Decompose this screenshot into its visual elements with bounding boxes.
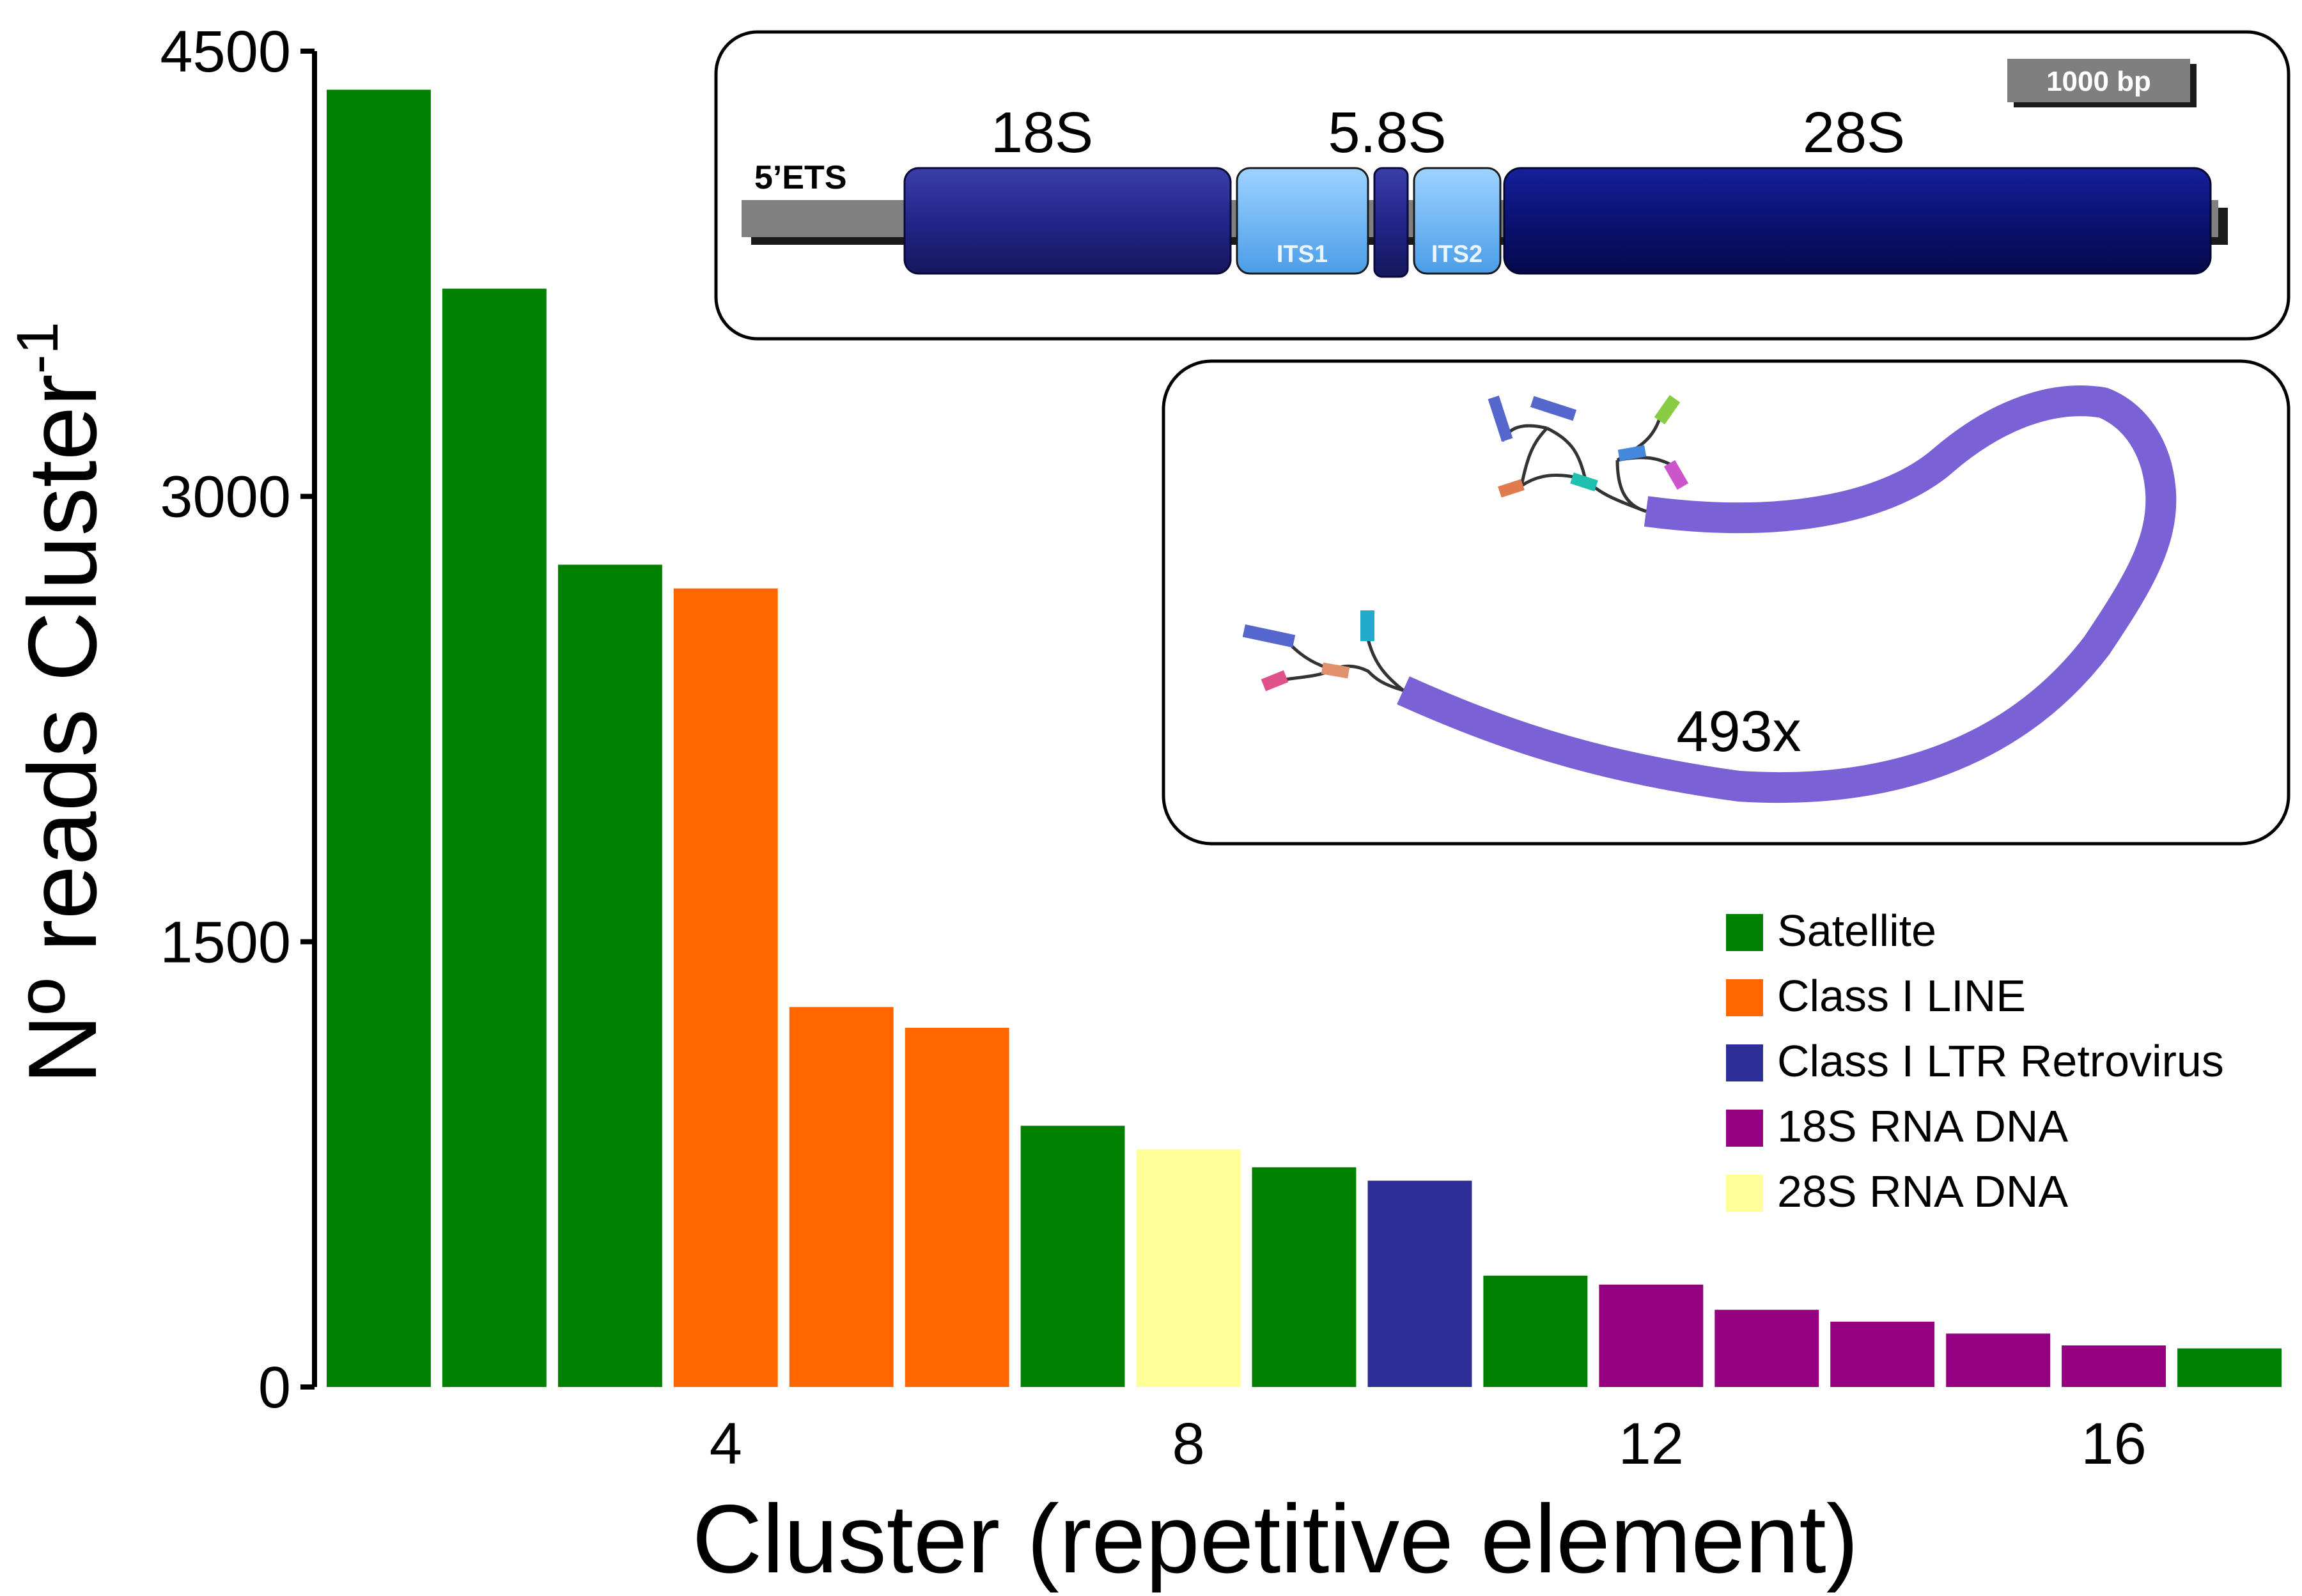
coverage-label: 493x: [1676, 700, 1801, 764]
rdna-18s-block: [903, 167, 1232, 275]
legend-label: Class I LTR Retrovirus: [1777, 1036, 2224, 1086]
x-tick-label: 4: [710, 1411, 742, 1476]
its1-label: ITS1: [1277, 241, 1328, 268]
bar-cluster-7: [1020, 1126, 1125, 1387]
node-upper-6: [1654, 395, 1681, 424]
node-lower-2: [1360, 610, 1374, 641]
x-tick-label: 12: [1619, 1411, 1684, 1476]
legend-swatch: [1726, 1175, 1763, 1212]
legend-label: 28S RNA DNA: [1777, 1166, 2068, 1216]
node-upper-3: [1498, 479, 1525, 498]
node-lower-1: [1242, 624, 1296, 648]
node-upper-2: [1530, 396, 1577, 421]
bar-cluster-5: [789, 1007, 894, 1387]
y-tick-label: 4500: [160, 19, 291, 84]
legend: Satellite Class I LINE Class I LTR Retrovi…: [1726, 906, 2224, 1216]
bar-cluster-14: [1830, 1321, 1935, 1387]
graph-branch-upper: [1500, 408, 1676, 513]
x-tick-label: 16: [2081, 1411, 2146, 1476]
y-tick-label: 1500: [160, 910, 291, 975]
bar-cluster-2: [442, 288, 547, 1388]
bar-cluster-10: [1367, 1181, 1472, 1387]
x-ticks-group: 4 8 12 16: [710, 1411, 2147, 1476]
y-tick-label: 3000: [160, 465, 291, 530]
rdna-its2-block: [1413, 167, 1502, 275]
inset-cluster-graph: 493x: [1162, 359, 2290, 846]
x-axis-title: Cluster (repetitive element): [692, 1485, 1859, 1593]
scale-bar-label: 1000 bp: [2046, 66, 2151, 97]
rdna-its1-block: [1236, 167, 1369, 275]
rdna-28s-block: [1503, 167, 2212, 275]
graph-main-path: [1397, 385, 2177, 803]
node-upper-7: [1663, 460, 1689, 490]
bar-cluster-1: [327, 89, 431, 1387]
y-axis-title-main: Nº reads Cluster: [8, 374, 117, 1084]
label-28s: 28S: [1803, 101, 1905, 165]
bar-cluster-8: [1136, 1149, 1241, 1387]
its2-label: ITS2: [1431, 241, 1482, 268]
bar-cluster-15: [1946, 1333, 2051, 1387]
bars-group: [327, 89, 2282, 1388]
y-axis-title-superscript: -1: [5, 322, 70, 374]
y-axis-title: Nº reads Cluster-1: [5, 322, 117, 1084]
legend-label: 18S RNA DNA: [1777, 1101, 2068, 1151]
legend-swatch: [1726, 1110, 1763, 1147]
bar-cluster-12: [1599, 1284, 1704, 1387]
legend-label: Satellite: [1777, 906, 1936, 956]
node-upper-4: [1570, 472, 1598, 492]
bar-cluster-9: [1252, 1167, 1357, 1387]
label-58s: 5.8S: [1328, 101, 1446, 165]
node-lower-4: [1261, 670, 1289, 692]
bar-cluster-11: [1483, 1275, 1588, 1387]
node-lower-3: [1321, 662, 1350, 679]
legend-swatch: [1726, 914, 1763, 951]
bar-cluster-6: [905, 1028, 1009, 1387]
y-ticks-group: 0 1500 3000 4500: [160, 19, 315, 1420]
node-upper-1: [1488, 395, 1513, 442]
bar-cluster-16: [2062, 1345, 2166, 1387]
scale-bar: [2007, 59, 2190, 102]
legend-label: Class I LINE: [1777, 971, 2026, 1021]
y-tick-label: 0: [258, 1355, 291, 1420]
x-tick-label: 8: [1172, 1411, 1205, 1476]
label-18s: 18S: [991, 101, 1093, 165]
bar-cluster-17: [2177, 1348, 2282, 1387]
legend-swatch: [1726, 979, 1763, 1016]
bar-cluster-3: [557, 564, 662, 1387]
bar-cluster-4: [673, 588, 778, 1387]
legend-swatch: [1726, 1044, 1763, 1081]
node-upper-5: [1617, 445, 1647, 461]
rdna-58s-block: [1373, 167, 1409, 278]
inset-rdna: 5’ETS 18S ITS1 5.8S ITS2 28S 1000 bp: [714, 30, 2290, 341]
ets-label: 5’ETS: [754, 159, 847, 196]
graph-branch-lower: [1278, 639, 1404, 692]
bar-cluster-13: [1715, 1310, 1819, 1387]
